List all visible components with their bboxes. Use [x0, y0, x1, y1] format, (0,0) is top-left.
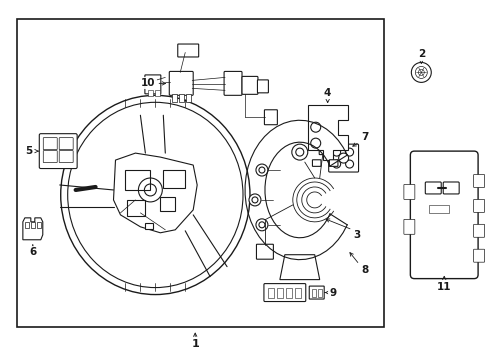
Circle shape: [332, 148, 340, 156]
FancyBboxPatch shape: [242, 76, 258, 94]
Bar: [25, 222, 29, 228]
FancyBboxPatch shape: [256, 244, 273, 259]
FancyBboxPatch shape: [39, 134, 77, 168]
Ellipse shape: [67, 102, 243, 288]
Bar: [125, 170, 150, 190]
FancyBboxPatch shape: [43, 150, 57, 163]
Circle shape: [255, 219, 267, 231]
Circle shape: [291, 144, 307, 160]
FancyBboxPatch shape: [403, 219, 414, 234]
Text: 11: 11: [436, 282, 450, 292]
FancyBboxPatch shape: [329, 160, 337, 166]
Circle shape: [255, 164, 267, 176]
FancyBboxPatch shape: [43, 138, 57, 150]
Bar: [428, 205, 448, 213]
FancyBboxPatch shape: [328, 144, 358, 172]
FancyBboxPatch shape: [308, 286, 324, 299]
FancyBboxPatch shape: [257, 80, 268, 93]
Polygon shape: [279, 255, 319, 280]
Bar: [163, 170, 185, 188]
Circle shape: [251, 197, 258, 203]
Polygon shape: [113, 153, 197, 233]
Circle shape: [345, 148, 353, 156]
Bar: [179, 94, 184, 102]
Bar: [311, 289, 315, 297]
Text: 2: 2: [417, 49, 424, 59]
Bar: [145, 223, 153, 229]
FancyBboxPatch shape: [473, 175, 484, 188]
Bar: [160, 197, 175, 211]
Bar: [17, 19, 384, 328]
Text: 3: 3: [352, 230, 360, 240]
Bar: [37, 222, 41, 228]
Text: 6: 6: [29, 247, 37, 257]
Text: 8: 8: [360, 265, 367, 275]
Bar: [285, 288, 291, 298]
FancyBboxPatch shape: [473, 199, 484, 212]
Circle shape: [259, 222, 264, 228]
Circle shape: [338, 153, 348, 163]
FancyBboxPatch shape: [425, 182, 440, 194]
FancyBboxPatch shape: [473, 224, 484, 237]
Bar: [267, 288, 273, 298]
Circle shape: [259, 167, 264, 173]
Circle shape: [310, 122, 320, 132]
Bar: [276, 288, 282, 298]
FancyBboxPatch shape: [144, 75, 161, 94]
Bar: [155, 90, 160, 96]
Bar: [172, 94, 177, 102]
FancyBboxPatch shape: [264, 284, 305, 302]
Polygon shape: [23, 218, 42, 240]
FancyBboxPatch shape: [59, 150, 73, 163]
Text: 4: 4: [324, 88, 331, 98]
Bar: [294, 288, 300, 298]
FancyBboxPatch shape: [319, 140, 331, 154]
FancyBboxPatch shape: [169, 71, 193, 95]
FancyBboxPatch shape: [409, 151, 477, 279]
Text: 9: 9: [328, 288, 336, 298]
FancyBboxPatch shape: [473, 249, 484, 262]
Polygon shape: [307, 105, 347, 160]
Text: 10: 10: [141, 78, 155, 88]
Ellipse shape: [61, 95, 249, 294]
Text: 1: 1: [191, 339, 199, 349]
FancyBboxPatch shape: [264, 110, 277, 125]
Bar: [31, 222, 35, 228]
Circle shape: [248, 194, 261, 206]
FancyBboxPatch shape: [312, 160, 320, 166]
FancyBboxPatch shape: [403, 184, 414, 199]
FancyBboxPatch shape: [224, 71, 242, 95]
FancyBboxPatch shape: [178, 44, 198, 57]
Bar: [317, 289, 321, 297]
Circle shape: [345, 160, 353, 168]
FancyBboxPatch shape: [442, 182, 458, 194]
Text: 7: 7: [360, 132, 367, 142]
Circle shape: [310, 138, 320, 148]
FancyBboxPatch shape: [59, 138, 73, 150]
Bar: [127, 200, 145, 216]
Circle shape: [332, 160, 340, 168]
Text: 5: 5: [25, 146, 32, 156]
Bar: [186, 94, 191, 102]
Bar: [148, 90, 153, 96]
Circle shape: [295, 148, 303, 156]
